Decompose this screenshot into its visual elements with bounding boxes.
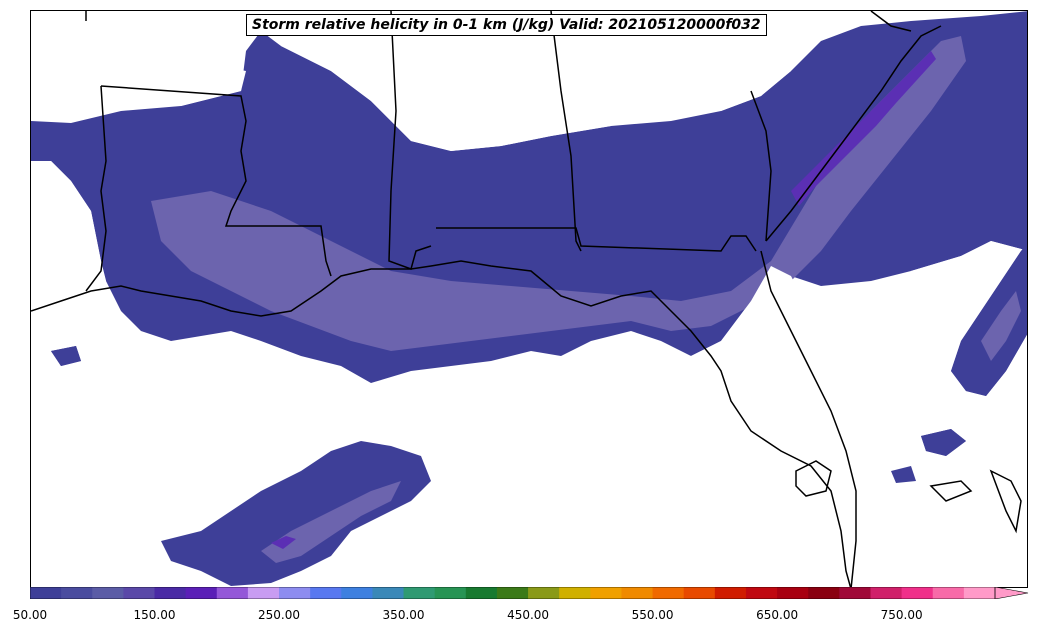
colorbar-segment <box>963 587 996 599</box>
colorbar-segment <box>714 587 747 599</box>
colorbar-tick-label: 50.00 <box>12 608 48 622</box>
bahamas-outline <box>929 469 1022 534</box>
lake-okeechobee <box>795 460 832 497</box>
state-border-ga-sc <box>750 90 772 242</box>
state-border-ms-al <box>388 11 432 270</box>
state-border-ar <box>85 85 107 292</box>
helicity-overlay <box>51 243 1027 586</box>
colorbar-segment <box>528 587 560 599</box>
colorbar-segment <box>92 587 124 599</box>
colorbar-tick-label: 750.00 <box>880 608 923 622</box>
colorbar-segment <box>123 587 156 599</box>
colorbar-segment <box>247 587 280 599</box>
colorbar-extend-arrow <box>994 587 1029 599</box>
state-border-tx-ok <box>85 11 332 277</box>
map-borders <box>31 11 1022 587</box>
coastline-atlantic-fl <box>760 250 857 587</box>
colorbar-tick-label: 350.00 <box>382 608 425 622</box>
colorbar-segment <box>621 587 654 599</box>
colorbar-segment <box>652 587 685 599</box>
colorbar-segment <box>310 587 342 599</box>
state-border-nc-sc <box>870 11 912 32</box>
colorbar-segment <box>496 587 529 599</box>
colorbar-segment <box>403 587 436 599</box>
colorbar-segment <box>745 587 778 599</box>
colorbar-segment <box>465 587 498 599</box>
state-border-fl-north <box>436 227 757 252</box>
state-border-al-ga <box>550 11 582 252</box>
colorbar-tick-label: 650.00 <box>756 608 799 622</box>
colorbar-segment <box>901 587 934 599</box>
colorbar-segment <box>839 587 871 599</box>
colorbar-tick-label: 150.00 <box>133 608 176 622</box>
colorbar-segment <box>932 587 965 599</box>
colorbar-segment <box>777 587 809 599</box>
colorbar <box>30 587 1029 599</box>
colorbar-outline <box>30 587 996 599</box>
colorbar-tick-label: 550.00 <box>631 608 674 622</box>
colorbar-segment <box>870 587 903 599</box>
colorbar-segment <box>279 587 311 599</box>
helicity-region-small-3 <box>891 466 916 483</box>
colorbar-tick-label: 450.00 <box>507 608 550 622</box>
colorbar-segment <box>341 587 373 599</box>
coastline-gulf <box>31 260 852 587</box>
colorbar-segment <box>372 587 405 599</box>
colorbar-segment <box>61 587 93 599</box>
colorbar-segment <box>154 587 187 599</box>
map-canvas[interactable] <box>31 11 1028 588</box>
helicity-core-ne <box>791 51 936 206</box>
colorbar-segment <box>683 587 716 599</box>
colorbar-segment <box>434 587 467 599</box>
colorbar-segment <box>185 587 218 599</box>
colorbar-tick-label: 250.00 <box>258 608 301 622</box>
colorbar-segment <box>216 587 249 599</box>
map-frame[interactable] <box>30 10 1028 588</box>
colorbar-segment <box>30 587 62 599</box>
colorbar-segment <box>559 587 591 599</box>
map-title: Storm relative helicity in 0-1 km (J/kg)… <box>246 14 767 36</box>
coastline-atlantic <box>765 25 942 242</box>
colorbar-segment <box>590 587 622 599</box>
colorbar-segment <box>808 587 840 599</box>
map-title-text: Storm relative helicity in 0-1 km (J/kg)… <box>252 17 761 33</box>
